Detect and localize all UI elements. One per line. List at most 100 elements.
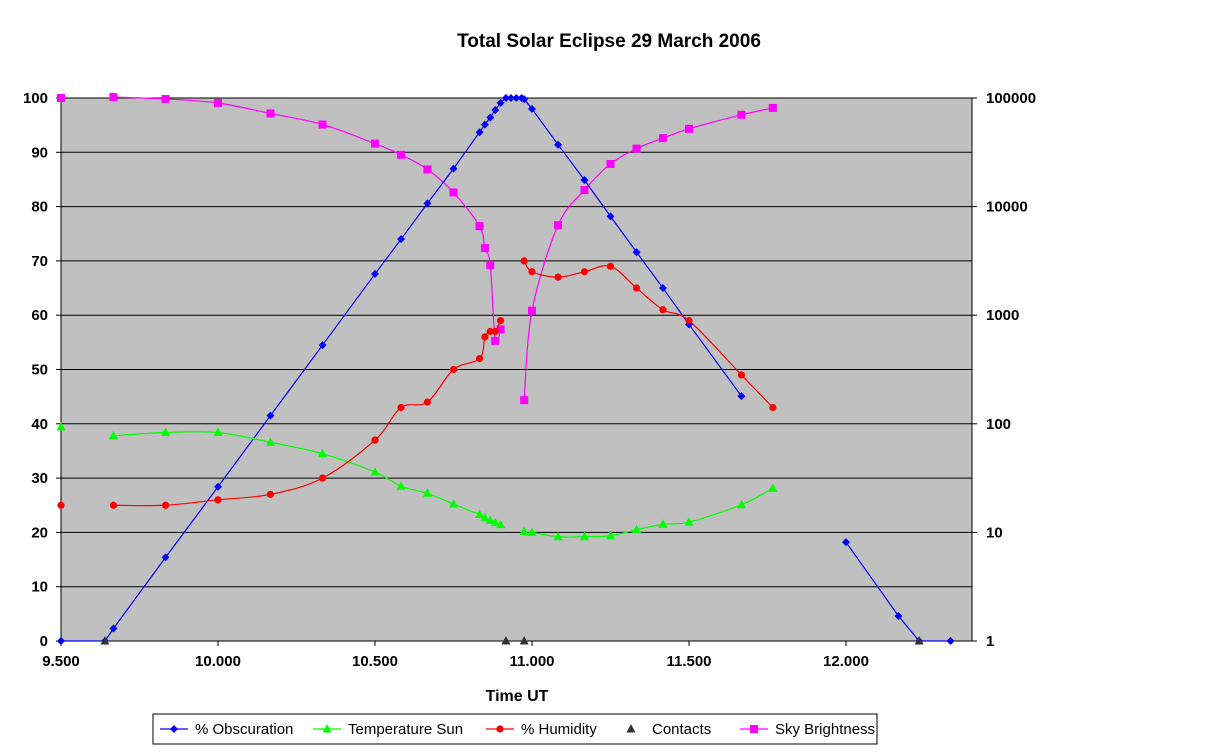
right-tick-label: 10 (986, 524, 1003, 541)
data-point-sky-brightness (318, 120, 327, 129)
data-point-humidity (481, 333, 489, 341)
data-point-humidity (606, 262, 615, 270)
x-tick-label: 12.000 (823, 653, 869, 670)
x-tick-label: 10.500 (352, 653, 398, 670)
data-point-temperature-sun (527, 527, 537, 536)
legend-label-humidity: % Humidity (521, 721, 597, 738)
series-sky-brightness (57, 93, 777, 405)
data-point-humidity (449, 365, 458, 374)
data-point-sky-brightness (491, 336, 500, 345)
left-tick-label: 60 (31, 307, 48, 324)
data-point-humidity (266, 490, 275, 498)
x-axis: 9.500 10.000 10.500 11.000 11.500 12.000 (42, 640, 972, 670)
data-point-humidity (580, 268, 589, 276)
x-tick-label: 11.000 (509, 653, 554, 670)
data-point-sky-brightness (266, 109, 275, 118)
series-contacts (100, 636, 924, 645)
data-point-obscuration (520, 95, 529, 104)
left-tick-label: 50 (31, 362, 48, 379)
right-tick-label: 100000 (986, 90, 1036, 107)
data-point-sky-brightness (768, 103, 777, 112)
chart-title: Total Solar Eclipse 29 March 2006 (457, 31, 761, 52)
left-tick-label: 10 (31, 579, 48, 596)
data-point-temperature-sun (480, 512, 490, 522)
series-humidity (57, 257, 777, 509)
data-point-temperature-sun (632, 524, 642, 534)
data-point-obscuration (318, 341, 327, 350)
data-point-sky-brightness (109, 93, 118, 102)
right-tick-label: 1 (986, 633, 994, 650)
right-axis: 1 10 100 1000 10000 100000 (971, 90, 1036, 650)
data-point-temperature-sun (370, 467, 380, 476)
data-point-humidity (491, 327, 499, 336)
legend-label-obscuration: % Obscuration (195, 721, 293, 738)
data-point-temperature-sun (606, 530, 615, 540)
data-point-obscuration (658, 284, 667, 293)
data-point-humidity (214, 496, 222, 504)
data-point-humidity (475, 355, 484, 363)
data-point-sky-brightness (606, 159, 615, 168)
data-point-temperature-sun (490, 517, 500, 527)
data-point-sky-brightness (486, 260, 495, 269)
left-tick-label: 90 (31, 144, 48, 161)
data-point-sky-brightness (580, 186, 589, 195)
series-temperature-sun (56, 422, 778, 541)
data-point-sky-brightness (397, 150, 406, 159)
data-point-sky-brightness (57, 94, 65, 102)
data-point-humidity (737, 371, 746, 379)
data-point-sky-brightness (480, 244, 489, 253)
data-point-humidity (685, 317, 693, 325)
data-point-obscuration (842, 538, 850, 547)
data-point-sky-brightness (423, 165, 432, 174)
data-point-contacts (100, 636, 110, 645)
data-point-temperature-sun (56, 422, 66, 431)
data-point-obscuration (496, 98, 505, 107)
data-point-obscuration (214, 482, 222, 491)
legend-label-temperature-sun: Temperature Sun (348, 721, 463, 738)
data-point-humidity (109, 501, 118, 509)
series-line-obscuration (845, 541, 951, 642)
data-point-sky-brightness (737, 110, 746, 119)
series-line-humidity (523, 260, 774, 408)
data-point-obscuration (501, 94, 510, 102)
data-point-obscuration (57, 637, 65, 645)
right-tick-label: 10000 (986, 199, 1028, 216)
data-point-contacts (519, 636, 529, 645)
legend-marker-temperature-sun (322, 724, 332, 733)
x-axis-title: Time UT (486, 688, 549, 705)
data-point-temperature-sun (553, 531, 563, 541)
data-point-temperature-sun (496, 519, 506, 529)
data-point-obscuration (580, 175, 589, 184)
data-point-obscuration (528, 104, 536, 113)
data-point-obscuration (449, 164, 458, 173)
series-line-temperature-sun (524, 487, 774, 538)
data-point-obscuration (946, 637, 955, 645)
left-tick-label: 100 (23, 90, 48, 107)
data-point-humidity (632, 284, 641, 292)
data-point-obscuration (491, 105, 500, 114)
left-tick-label: 70 (31, 253, 48, 270)
data-point-obscuration (423, 199, 432, 208)
data-point-temperature-sun (422, 488, 432, 497)
data-point-sky-brightness (632, 144, 641, 153)
data-point-temperature-sun (658, 519, 668, 528)
data-point-obscuration (109, 624, 118, 633)
left-tick-label: 30 (31, 470, 48, 487)
data-point-temperature-sun (485, 515, 495, 524)
data-point-sky-brightness (554, 221, 563, 230)
data-point-temperature-sun (768, 483, 778, 492)
data-point-sky-brightness (475, 222, 484, 231)
data-point-obscuration (486, 113, 495, 122)
data-point-humidity (769, 403, 777, 412)
data-point-obscuration (475, 128, 484, 137)
data-point-humidity (497, 317, 505, 325)
data-point-sky-brightness (685, 124, 693, 133)
data-point-obscuration (512, 94, 521, 102)
data-point-obscuration (480, 120, 489, 129)
data-point-obscuration (266, 411, 275, 420)
data-point-obscuration (632, 248, 641, 257)
legend: % Obscuration Temperature Sun % Humidity Co… (152, 713, 878, 745)
legend-label-sky-brightness: Sky Brightness (775, 721, 875, 738)
right-tick-label: 100 (986, 416, 1011, 433)
